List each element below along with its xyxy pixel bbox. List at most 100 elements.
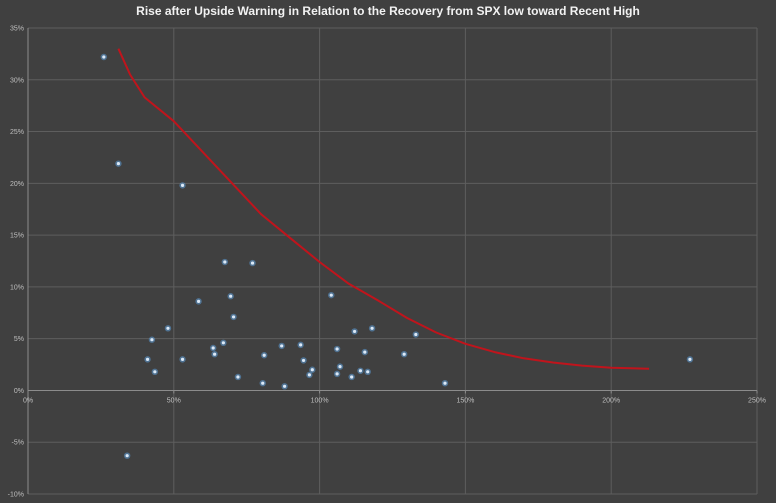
data-point-core [250, 261, 255, 265]
data-point [211, 351, 218, 358]
data-point-core [180, 183, 185, 188]
data-point [686, 356, 694, 363]
data-point-core [180, 357, 185, 361]
data-point-core [688, 357, 692, 361]
data-point [100, 53, 108, 61]
data-point [333, 345, 341, 353]
data-point-core [310, 368, 314, 372]
data-point-core [443, 381, 447, 385]
data-point-core [261, 381, 265, 385]
data-point-core [153, 370, 157, 374]
data-point-core [338, 365, 342, 369]
y-tick-label: 0% [14, 388, 24, 395]
data-point-core [414, 332, 418, 337]
data-point [328, 291, 335, 299]
data-point [400, 351, 408, 358]
data-point [300, 357, 307, 364]
y-tick-label: 30% [10, 77, 24, 84]
x-tick-label: 150% [456, 397, 474, 404]
data-point [230, 313, 237, 321]
y-tick-label: 35% [10, 26, 24, 33]
data-point [259, 379, 266, 387]
data-point [164, 325, 172, 332]
data-point [148, 336, 156, 343]
data-point [333, 370, 341, 378]
data-point-core [283, 384, 287, 388]
data-point [179, 356, 186, 363]
data-point-core [221, 341, 225, 345]
data-point-core [366, 370, 370, 374]
data-point-core [211, 346, 215, 350]
data-point [364, 368, 371, 376]
trend-line [117, 48, 650, 370]
tick-labels: 35% 30% 25% 20% 15% 10% 5% 0% -5% -10% 0% 50% 100% 15… [8, 26, 766, 499]
data-point-core [307, 373, 311, 377]
data-point-core [231, 315, 236, 319]
y-tick-label: 10% [10, 284, 24, 291]
x-tick-label: 0% [23, 397, 33, 404]
data-point [123, 452, 131, 459]
y-tick-label: -10% [8, 492, 24, 499]
data-point [234, 373, 242, 381]
x-tick-label: 250% [748, 397, 766, 404]
y-tick-label: -5% [12, 440, 24, 447]
chart-title: Rise after Upside Warning in Relation to… [136, 4, 640, 18]
data-point-core [352, 329, 357, 334]
data-point-core [223, 260, 227, 264]
x-tick-label: 50% [167, 397, 181, 404]
data-point [441, 379, 449, 387]
y-tick-label: 20% [10, 181, 24, 188]
data-point [412, 331, 420, 338]
scatter-points [100, 53, 694, 459]
data-point-core [196, 299, 201, 303]
x-tick-label: 200% [602, 397, 620, 404]
data-point [151, 368, 159, 376]
data-point [179, 182, 186, 189]
data-point [195, 298, 202, 305]
data-point-core [150, 338, 154, 342]
data-point [351, 328, 358, 335]
data-point-core [363, 350, 367, 354]
data-point [361, 348, 368, 356]
data-point [249, 259, 256, 267]
data-point [209, 344, 217, 352]
data-point [221, 258, 229, 266]
data-point-core [350, 375, 354, 379]
data-point [281, 383, 288, 390]
x-tick-label: 100% [311, 397, 329, 404]
data-point [144, 356, 151, 363]
gridlines [28, 27, 758, 495]
y-tick-label: 15% [10, 233, 24, 240]
data-point [306, 371, 313, 379]
data-point-core [370, 326, 374, 330]
axes [27, 28, 758, 494]
y-tick-label: 5% [14, 336, 24, 343]
data-point [220, 339, 227, 347]
data-point-core [402, 352, 406, 356]
data-point [278, 342, 285, 350]
data-point-core [236, 375, 240, 379]
y-tick-label: 25% [10, 129, 24, 136]
data-point [348, 373, 355, 381]
data-point [309, 366, 316, 373]
data-point-core [213, 352, 217, 356]
data-point-core [125, 454, 129, 458]
data-point [115, 160, 122, 167]
data-point [368, 325, 376, 332]
data-point-core [335, 372, 339, 376]
data-point-core [358, 369, 363, 373]
trend-line-group [117, 48, 650, 370]
data-point-core [335, 347, 339, 351]
data-point-core [166, 326, 170, 330]
data-point-core [301, 358, 306, 363]
data-point [336, 363, 344, 370]
data-point-core [299, 343, 303, 347]
data-point-core [262, 353, 266, 357]
data-point-core [329, 293, 333, 297]
data-point-core [102, 55, 106, 59]
data-point-core [145, 357, 150, 361]
data-point [227, 293, 234, 300]
data-point-core [116, 162, 120, 166]
